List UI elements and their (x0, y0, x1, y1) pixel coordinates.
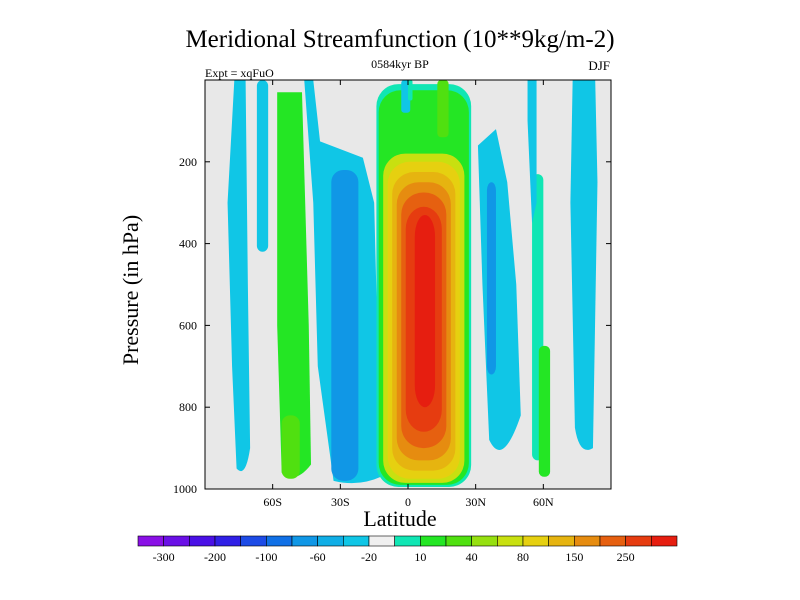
colorbar-swatch (163, 535, 190, 547)
contour-southern-polar (227, 80, 251, 472)
contour-northern-positive-core (538, 345, 551, 477)
colorbar-swatch (471, 535, 498, 547)
colorbar-swatch (522, 535, 549, 547)
colorbar-label: -60 (310, 550, 326, 564)
colorbar-label: 80 (517, 550, 529, 564)
contour-southern-ferrel (277, 92, 312, 478)
y-tick-label: 400 (179, 237, 197, 251)
contour-top-spike-b (408, 80, 413, 101)
contour-northern-negative-core (486, 182, 496, 375)
colorbar-swatch (445, 535, 472, 547)
season-label: DJF (588, 58, 610, 73)
colorbar-swatch (214, 535, 241, 547)
contour-southern-polar-thin (256, 80, 269, 252)
colorbar-swatch (574, 535, 601, 547)
x-tick-label: 30N (465, 495, 486, 509)
contour-southern-negative-core (331, 169, 359, 481)
contour-hadley-max (414, 214, 436, 408)
colorbar-swatch (625, 535, 652, 547)
colorbar-swatch (266, 535, 293, 547)
colorbar-swatch (599, 535, 626, 547)
x-tick-label: 60N (533, 495, 554, 509)
colorbar-swatch (548, 535, 575, 547)
y-tick-label: 800 (179, 400, 197, 414)
colorbar-label: -100 (255, 550, 277, 564)
colorbar-label: -200 (204, 550, 226, 564)
y-tick-label: 1000 (173, 482, 197, 496)
colorbar-label: 150 (565, 550, 583, 564)
colorbar-swatch (240, 535, 267, 547)
contour-top-green (437, 80, 449, 138)
colorbar-swatch (368, 535, 395, 547)
colorbar-label: 250 (617, 550, 635, 564)
y-tick-label: 200 (179, 155, 197, 169)
y-axis-title: Pressure (in hPa) (118, 214, 143, 366)
colorbar-swatch (137, 535, 164, 547)
colorbar-label: 10 (414, 550, 426, 564)
time-label: 0584kyr BP (371, 57, 429, 71)
x-tick-label: 0 (405, 495, 411, 509)
colorbar-label: -300 (153, 550, 175, 564)
colorbar-swatch (189, 535, 216, 547)
colorbar-label: 40 (466, 550, 478, 564)
x-axis-title: Latitude (363, 506, 437, 531)
colorbar-label: -20 (361, 550, 377, 564)
contour-northern-polar-right (570, 80, 598, 450)
chart-title: Meridional Streamfunction (10**9kg/m-2) (185, 26, 615, 53)
contour-layer (227, 80, 598, 487)
colorbar-swatch (420, 535, 447, 547)
contour-northern-polar-left (527, 80, 537, 224)
colorbar-swatch (317, 535, 344, 547)
colorbar-swatch (394, 535, 421, 547)
contour-southern-ferrel-core (281, 415, 300, 479)
x-tick-label: 30S (331, 495, 350, 509)
x-tick-label: 60S (263, 495, 282, 509)
y-tick-label: 600 (179, 318, 197, 332)
colorbar-swatch (497, 535, 524, 547)
experiment-label: Expt = xqFuO (205, 66, 274, 80)
colorbar-swatch (651, 535, 678, 547)
colorbar-swatch (343, 535, 370, 547)
colorbar-swatch (291, 535, 318, 547)
